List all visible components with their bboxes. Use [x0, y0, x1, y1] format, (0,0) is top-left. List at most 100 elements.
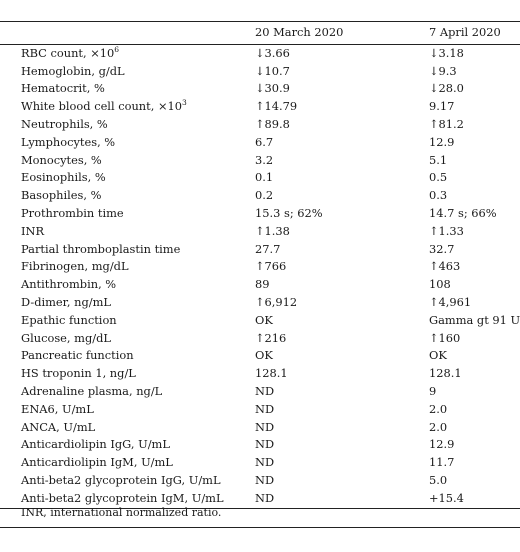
value-7-april-2020: +15.4 — [429, 489, 520, 509]
parameter-name: Glucose, mg/dL — [21, 330, 111, 345]
value-20-march-2020: ↑216 — [255, 330, 287, 345]
unit-exponent: 6 — [114, 44, 120, 54]
value-20-march-2020: OK — [255, 348, 273, 363]
parameter-name: Anti-beta2 glycoprotein IgG, U/mL — [21, 472, 221, 487]
value-7-april-2020: 2.0 — [429, 401, 448, 416]
parameter-name: Epathic function — [21, 312, 117, 327]
table-row: Partial thromboplastin time 27.7 32.7 — [0, 241, 520, 259]
value-7-april-2020: ↓28.0 — [429, 81, 464, 96]
value-7-april-2020: ↑160 — [429, 330, 461, 345]
parameter-name: Hematocrit, % — [21, 81, 105, 96]
value-7-april-2020: 5.1 — [429, 152, 448, 167]
parameter-cell: Eosinophils, % — [0, 169, 255, 187]
parameter-name: White blood cell count, ×10 — [21, 99, 182, 114]
value-20-march-2020: 0.2 — [255, 188, 274, 203]
value-7-april-2020: 14.7 s; 66% — [429, 205, 497, 220]
value-7-april-2020: 12.9 — [429, 134, 455, 149]
value-20-march-2020: ↑1.38 — [255, 223, 290, 238]
value-20-march-2020: ND — [255, 489, 429, 509]
parameter-cell: Anticardiolipin IgG, U/mL — [0, 436, 255, 454]
table-row: Epathic function OK Gamma gt 91 U L — [0, 312, 520, 330]
table-row: Fibrinogen, mg/dL ↑766 ↑463 — [0, 258, 520, 276]
parameter-name: Monocytes, % — [21, 152, 102, 167]
table-row: D-dimer, ng/mL ↑6,912 ↑4,961 — [0, 294, 520, 312]
value-7-april-2020: 12.9 — [429, 437, 455, 452]
value-7-april-2020: 32.7 — [429, 241, 455, 256]
table-row: Lymphocytes, % 6.7 12.9 — [0, 134, 520, 152]
table-row: Basophiles, % 0.2 0.3 — [0, 187, 520, 205]
parameter-name: RBC count, ×10 — [21, 45, 115, 60]
table-row: Pancreatic function OK OK — [0, 347, 520, 365]
header-date-2: 7 April 2020 — [429, 21, 520, 45]
table-row: ANCA, U/mL ND 2.0 — [0, 419, 520, 437]
parameter-name: Fibrinogen, mg/dL — [21, 259, 129, 274]
value-7-april-2020: 9.17 — [429, 99, 455, 114]
table-row: INR ↑1.38 ↑1.33 — [0, 223, 520, 241]
value-7-april-2020: 0.3 — [429, 188, 448, 203]
value-7-april-2020: Gamma gt 91 U L — [429, 312, 520, 327]
parameter-cell: Adrenaline plasma, ng/L — [0, 383, 255, 401]
table-row: HS troponin 1, ng/L 128.1 128.1 — [0, 365, 520, 383]
value-20-march-2020: 128.1 — [255, 366, 288, 381]
parameter-name: Anti-beta2 glycoprotein IgM, U/mL — [21, 490, 224, 505]
value-7-april-2020: ↑81.2 — [429, 116, 464, 131]
table-row: Anti-beta2 glycoprotein IgG, U/mL ND 5.0 — [0, 472, 520, 490]
value-7-april-2020: OK — [429, 348, 447, 363]
bottom-rule — [0, 527, 520, 528]
parameter-name: Eosinophils, % — [21, 170, 106, 185]
parameter-cell: D-dimer, ng/mL — [0, 294, 255, 312]
parameter-name: Anticardiolipin IgM, U/mL — [21, 455, 173, 470]
table-row: Glucose, mg/dL ↑216 ↑160 — [0, 330, 520, 348]
parameter-name: Lymphocytes, % — [21, 134, 116, 149]
parameter-cell: HS troponin 1, ng/L — [0, 365, 255, 383]
value-20-march-2020: ND — [255, 455, 275, 470]
parameter-name: Pancreatic function — [21, 348, 134, 363]
parameter-name: INR — [21, 223, 45, 238]
header-row: 20 March 2020 7 April 2020 — [0, 21, 520, 45]
parameter-name: D-dimer, ng/mL — [21, 294, 111, 309]
parameter-cell: Anti-beta2 glycoprotein IgM, U/mL — [0, 489, 255, 509]
table-row: Neutrophils, % ↑89.8 ↑81.2 — [0, 116, 520, 134]
parameter-cell: Pancreatic function — [0, 347, 255, 365]
parameter-name: ANCA, U/mL — [21, 419, 96, 434]
value-7-april-2020: ↑1.33 — [429, 223, 464, 238]
parameter-name: Adrenaline plasma, ng/L — [21, 383, 163, 398]
value-7-april-2020: ↓3.18 — [429, 45, 464, 60]
lab-results-table: 20 March 2020 7 April 2020 RBC count, ×1… — [0, 21, 520, 509]
parameter-cell: Anti-beta2 glycoprotein IgG, U/mL — [0, 472, 255, 490]
parameter-cell: INR — [0, 223, 255, 241]
parameter-cell: Glucose, mg/dL — [0, 330, 255, 348]
header-date-1: 20 March 2020 — [255, 21, 429, 45]
value-7-april-2020: ↑463 — [429, 259, 461, 274]
parameter-cell: ANCA, U/mL — [0, 419, 255, 437]
table-row: Adrenaline plasma, ng/L ND 9 — [0, 383, 520, 401]
parameter-name: Basophiles, % — [21, 188, 102, 203]
value-20-march-2020: ↓30.9 — [255, 81, 290, 96]
table-row: Hemoglobin, g/dL ↓10.7 ↓9.3 — [0, 63, 520, 81]
value-20-march-2020: ↓3.66 — [255, 45, 290, 60]
parameter-name: Neutrophils, % — [21, 116, 108, 131]
table-row: White blood cell count, ×103 ↑14.79 9.17 — [0, 98, 520, 116]
value-7-april-2020: 108 — [429, 277, 451, 292]
header-parameter — [0, 21, 255, 45]
value-20-march-2020: ND — [255, 437, 275, 452]
parameter-cell: Neutrophils, % — [0, 116, 255, 134]
value-20-march-2020: ND — [255, 419, 275, 434]
parameter-cell: Basophiles, % — [0, 187, 255, 205]
parameter-name: HS troponin 1, ng/L — [21, 366, 136, 381]
value-20-march-2020: ↓10.7 — [255, 63, 290, 78]
parameter-cell: Hematocrit, % — [0, 80, 255, 98]
parameter-name: Partial thromboplastin time — [21, 241, 181, 256]
table-row: RBC count, ×106 ↓3.66 ↓3.18 — [0, 44, 520, 62]
value-7-april-2020: 9 — [429, 383, 437, 398]
value-7-april-2020: 5.0 — [429, 472, 448, 487]
value-20-march-2020: OK — [255, 312, 273, 327]
value-7-april-2020: ↑4,961 — [429, 294, 472, 309]
parameter-cell: RBC count, ×106 — [0, 44, 255, 62]
parameter-name: ENA6, U/mL — [21, 401, 94, 416]
value-7-april-2020: 11.7 — [429, 455, 455, 470]
table-row: Anticardiolipin IgM, U/mL ND 11.7 — [0, 454, 520, 472]
table-row: Antithrombin, % 89 108 — [0, 276, 520, 294]
table-row: Eosinophils, % 0.1 0.5 — [0, 169, 520, 187]
